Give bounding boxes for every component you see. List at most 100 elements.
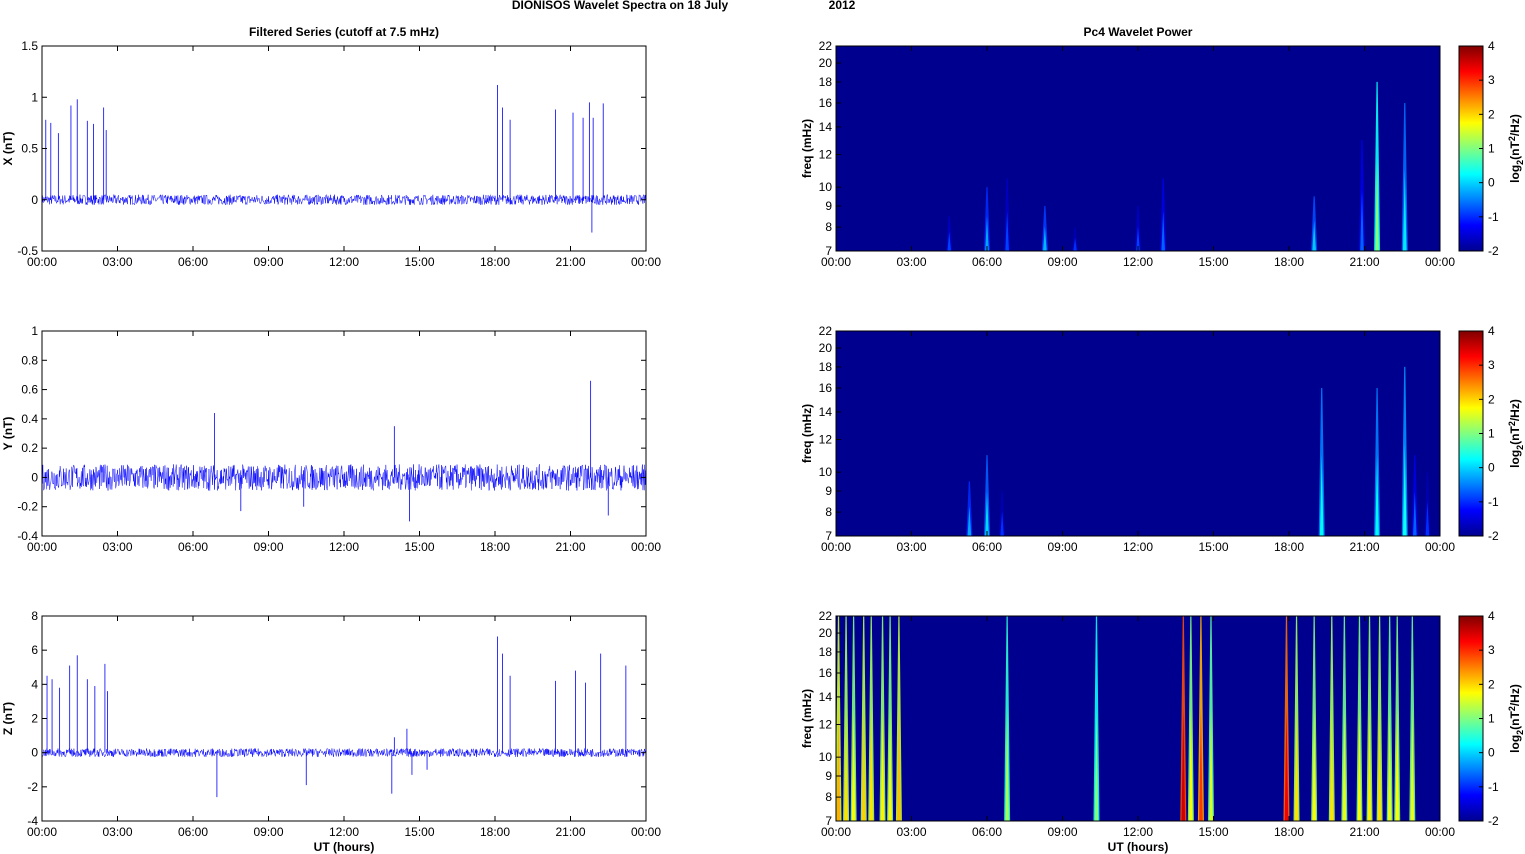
wavelet-burst-core [1005,211,1009,251]
wavelet-burst-core [1161,211,1165,251]
y-tick-label: 12 [819,433,833,447]
x-axis-label: UT (hours) [314,840,375,854]
x-tick-label: 09:00 [253,255,283,269]
colorbar-tick-label: 3 [1488,73,1495,87]
y-tick-label: 12 [819,718,833,732]
wavelet-burst-core [851,708,856,821]
x-tick-label: 15:00 [1198,540,1228,554]
wavelet-burst-core [1360,190,1364,251]
wavelet-burst-core [888,708,892,821]
wavelet-burst-core [861,708,866,821]
plot-background [42,46,646,251]
x-tick-label: 12:00 [329,540,359,554]
y-axis-label: freq (mHz) [800,689,814,748]
x-tick-label: 12:00 [329,255,359,269]
wavelet-burst-core [1367,708,1372,821]
wavelet-burst-core [1043,226,1047,251]
y-tick-label: 16 [819,666,833,680]
y-tick-label: 0 [31,746,38,760]
x-tick-label: 00:00 [1425,825,1455,839]
y-tick-label: -0.5 [17,244,38,258]
series-line [41,747,647,758]
x-tick-label: 03:00 [896,255,926,269]
x-tick-label: 00:00 [1425,540,1455,554]
y-tick-label: 22 [819,324,833,338]
wavelet-burst-core [1181,708,1186,821]
wavelet-burst-core [1284,708,1289,821]
x-axis-label: UT (hours) [1108,840,1169,854]
y-tick-label: 8 [825,790,832,804]
wavelet-panel: 00:00 03:00 06:00 09:00 12:00 15:00 18:00 21:00… [800,324,1525,554]
x-tick-label: 18:00 [1274,255,1304,269]
colorbar-tick-label: 2 [1488,107,1495,121]
y-tick-label: 1.5 [21,39,38,53]
series-line [41,464,647,491]
y-axis-label: Z (nT) [1,702,15,735]
y-tick-label: 0.6 [21,383,38,397]
x-tick-label: 15:00 [404,255,434,269]
y-tick-label: 18 [819,75,833,89]
x-tick-label: 00:00 [1425,255,1455,269]
y-axis-label: X (nT) [1,132,15,166]
x-tick-label: 00:00 [631,255,661,269]
x-tick-label: 06:00 [972,825,1002,839]
wavelet-burst-core [1357,708,1362,821]
y-tick-label: 22 [819,609,833,623]
x-tick-label: 12:00 [1123,255,1153,269]
wavelet-burst-core [1375,454,1379,536]
y-tick-label: -4 [27,814,38,828]
y-tick-label: 20 [819,626,833,640]
y-tick-label: 12 [819,148,833,162]
figure-title: DIONISOS Wavelet Spectra on 18 July [512,0,729,12]
colorbar-tick-label: 0 [1488,176,1495,190]
series-line [41,193,647,206]
x-tick-label: 12:00 [329,825,359,839]
x-tick-label: 18:00 [480,540,510,554]
x-tick-label: 15:00 [404,540,434,554]
colorbar-tick-label: 1 [1488,427,1495,441]
colorbar-tick-label: 1 [1488,712,1495,726]
x-tick-label: 03:00 [896,540,926,554]
x-tick-label: 03:00 [102,540,132,554]
colorbar-tick-label: -1 [1488,495,1499,509]
colorbar: 4 3 2 1 0 -1 -2 log2(nT2/Hz) [1458,609,1525,828]
x-tick-label: 00:00 [821,825,851,839]
wavelet-burst-core [1319,454,1324,536]
y-tick-label: 7 [825,814,832,828]
colorbar-tick-label: -1 [1488,780,1499,794]
wavelet-burst-core [1342,708,1347,821]
colorbar-tick-label: -2 [1488,814,1499,828]
wavelet-burst-core [1377,708,1382,821]
colorbar-tick-label: 3 [1488,643,1495,657]
series-panel: 00:00 03:00 06:00 09:00 12:00 15:00 18:00 21:00… [1,609,661,854]
y-axis-label: Y (nT) [1,417,15,451]
wavelet-burst-core [1395,708,1400,821]
x-tick-label: 18:00 [480,825,510,839]
colorbar: 4 3 2 1 0 -1 -2 log2(nT2/Hz) [1458,324,1525,543]
x-tick-label: 00:00 [27,540,57,554]
y-tick-label: 10 [819,465,833,479]
wavelet-burst-core [1209,708,1213,821]
wavelet-burst-core [1402,169,1407,251]
x-tick-label: 09:00 [1047,825,1077,839]
x-tick-label: 03:00 [102,825,132,839]
y-tick-label: 9 [825,199,832,213]
y-tick-label: 16 [819,96,833,110]
wavelet-burst-core [1094,708,1099,821]
panel-title: Pc4 Wavelet Power [1084,25,1193,39]
x-tick-label: 00:00 [27,255,57,269]
heatmap-background [836,616,1440,821]
x-tick-label: 18:00 [1274,540,1304,554]
y-tick-label: 14 [819,405,833,419]
y-tick-label: 1 [31,324,38,338]
y-tick-label: 18 [819,360,833,374]
x-tick-label: 21:00 [1349,540,1379,554]
x-tick-label: 03:00 [102,255,132,269]
x-tick-label: 15:00 [1198,255,1228,269]
wavelet-burst-core [1312,708,1316,821]
x-tick-label: 21:00 [1349,825,1379,839]
colorbar-tick-label: -2 [1488,529,1499,543]
y-tick-label: 8 [31,609,38,623]
wavelet-panel: 00:00 03:00 06:00 09:00 12:00 15:00 18:00 21:00… [800,609,1525,854]
